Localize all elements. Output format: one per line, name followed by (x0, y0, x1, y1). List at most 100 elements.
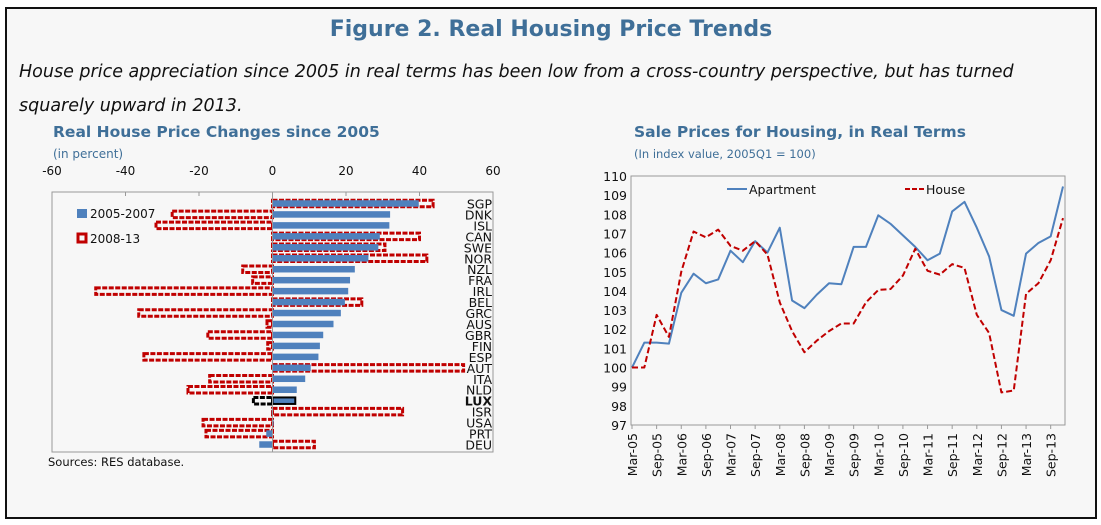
bar-2005-2007-SWE (272, 244, 379, 251)
bar-2005-2007-PRT (266, 430, 273, 437)
bar-2005-2007-NOR (272, 255, 369, 262)
y-tick-label: 110 (603, 169, 627, 184)
x-tick-label: Sep-10 (896, 433, 911, 477)
figure-title: Figure 2. Real Housing Price Trends (329, 17, 773, 42)
y-tick-label: 98 (611, 399, 627, 414)
category-label: CAN (465, 229, 492, 244)
x-tick-label: Mar-05 (625, 433, 640, 476)
bar-2005-2007-ITA (272, 375, 306, 383)
bar-2005-2007-AUT (272, 364, 311, 372)
x-tick-label: Mar-07 (724, 433, 739, 476)
x-tick-label: Mar-06 (674, 433, 689, 476)
category-label: AUT (467, 361, 493, 376)
bar-2005-2007-AUS (272, 320, 334, 328)
category-label: ITA (473, 372, 492, 387)
y-tick-label: 102 (603, 322, 627, 337)
line-chart-unit: (In index value, 2005Q1 = 100) (634, 147, 816, 161)
category-label: PRT (469, 427, 492, 442)
legend-label: 2008-13 (90, 232, 140, 246)
x-tick-label: Mar-11 (921, 433, 936, 476)
y-tick-label: 109 (603, 188, 627, 203)
category-label: NLD (466, 383, 492, 398)
category-label: ESP (469, 350, 493, 365)
y-tick-label: 105 (603, 265, 627, 280)
legend-label: Apartment (749, 182, 816, 197)
category-label: IRL (473, 284, 492, 299)
y-tick-label: 99 (611, 380, 627, 395)
x-tick-label: Sep-09 (847, 433, 862, 477)
legend-label: House (926, 182, 965, 197)
x-tick-label: 20 (338, 164, 353, 178)
bar-2005-2007-IRL (272, 287, 349, 295)
legend-label: 2005-2007 (90, 207, 155, 221)
source-note: Sources: RES database. (48, 455, 185, 469)
category-label: USA (466, 416, 492, 431)
bar-2005-2007-GBR (272, 331, 324, 339)
category-label: FIN (472, 339, 492, 354)
y-tick-label: 108 (603, 207, 627, 222)
x-tick-label: -40 (116, 164, 136, 178)
bar-2005-2007-ESP (272, 353, 319, 361)
category-label: DEU (465, 438, 492, 453)
bar-2005-2007-DEU (259, 441, 273, 448)
x-tick-label: Sep-11 (945, 433, 960, 477)
legend-swatch-2005-2007 (77, 209, 87, 218)
category-label: GBR (465, 328, 492, 343)
bar-2005-2007-DNK (272, 211, 391, 218)
bar-2005-2007-ISL (272, 222, 390, 229)
y-tick-label: 97 (611, 418, 627, 433)
x-tick-label: Mar-10 (871, 433, 886, 476)
y-tick-label: 104 (603, 284, 627, 299)
x-tick-label: Sep-06 (699, 433, 714, 477)
category-label: SWE (464, 240, 492, 255)
x-tick-label: 40 (412, 164, 427, 178)
y-tick-label: 106 (603, 246, 627, 261)
y-tick-label: 100 (603, 361, 627, 376)
x-tick-label: Sep-13 (1044, 433, 1059, 477)
bar-2005-2007-BEL (272, 298, 345, 306)
x-tick-label: 0 (269, 164, 277, 178)
bar-chart-title: Real House Price Changes since 2005 (53, 123, 380, 141)
x-tick-label: Sep-08 (797, 433, 812, 477)
category-label: NZL (467, 262, 492, 277)
bar-2005-2007-CAN (272, 233, 380, 240)
x-tick-label: -20 (189, 164, 209, 178)
bar-2005-2007-NZL (272, 265, 355, 273)
x-tick-label: Mar-09 (822, 433, 837, 476)
x-tick-label: Sep-07 (748, 433, 763, 477)
x-tick-label: Mar-08 (773, 433, 788, 476)
line-chart-title: Sale Prices for Housing, in Real Terms (634, 123, 966, 141)
bar-chart-unit: (in percent) (53, 147, 124, 161)
bar-2005-2007-SGP (272, 200, 419, 207)
x-tick-label: Sep-12 (994, 433, 1009, 477)
category-label: FRA (468, 273, 492, 288)
figure-subtitle: House price appreciation since 2005 in r… (19, 62, 1014, 116)
x-tick-label: 60 (485, 164, 500, 178)
bar-2005-2007-USA (272, 419, 274, 426)
category-label: GRC (466, 306, 493, 321)
y-tick-label: 107 (603, 226, 627, 241)
bar-2005-2007-FRA (272, 276, 351, 284)
bar-2008-13-DNK (170, 209, 274, 220)
category-label: DNK (465, 207, 493, 222)
category-label: SGP (467, 196, 493, 211)
x-tick-label: -60 (42, 164, 62, 178)
category-label: ISL (473, 218, 492, 233)
y-tick-label: 101 (603, 341, 627, 356)
category-label: NOR (464, 251, 492, 266)
bar-2005-2007-FIN (272, 342, 320, 350)
x-tick-label: Mar-13 (1019, 433, 1034, 476)
series-line-apartment (631, 186, 1064, 368)
legend-swatch-2008-13 (76, 232, 88, 244)
bar-2005-2007-GRC (272, 309, 341, 317)
x-tick-label: Mar-12 (970, 433, 985, 476)
category-label: BEL (469, 295, 492, 310)
y-tick-label: 103 (603, 303, 627, 318)
category-label: AUS (466, 317, 492, 332)
x-tick-label: Sep-05 (650, 433, 665, 477)
category-label: LUX (465, 394, 493, 409)
bar-2005-2007-LUX (271, 396, 297, 405)
line-plot-area (630, 175, 1066, 426)
category-label: ISR (472, 405, 493, 420)
